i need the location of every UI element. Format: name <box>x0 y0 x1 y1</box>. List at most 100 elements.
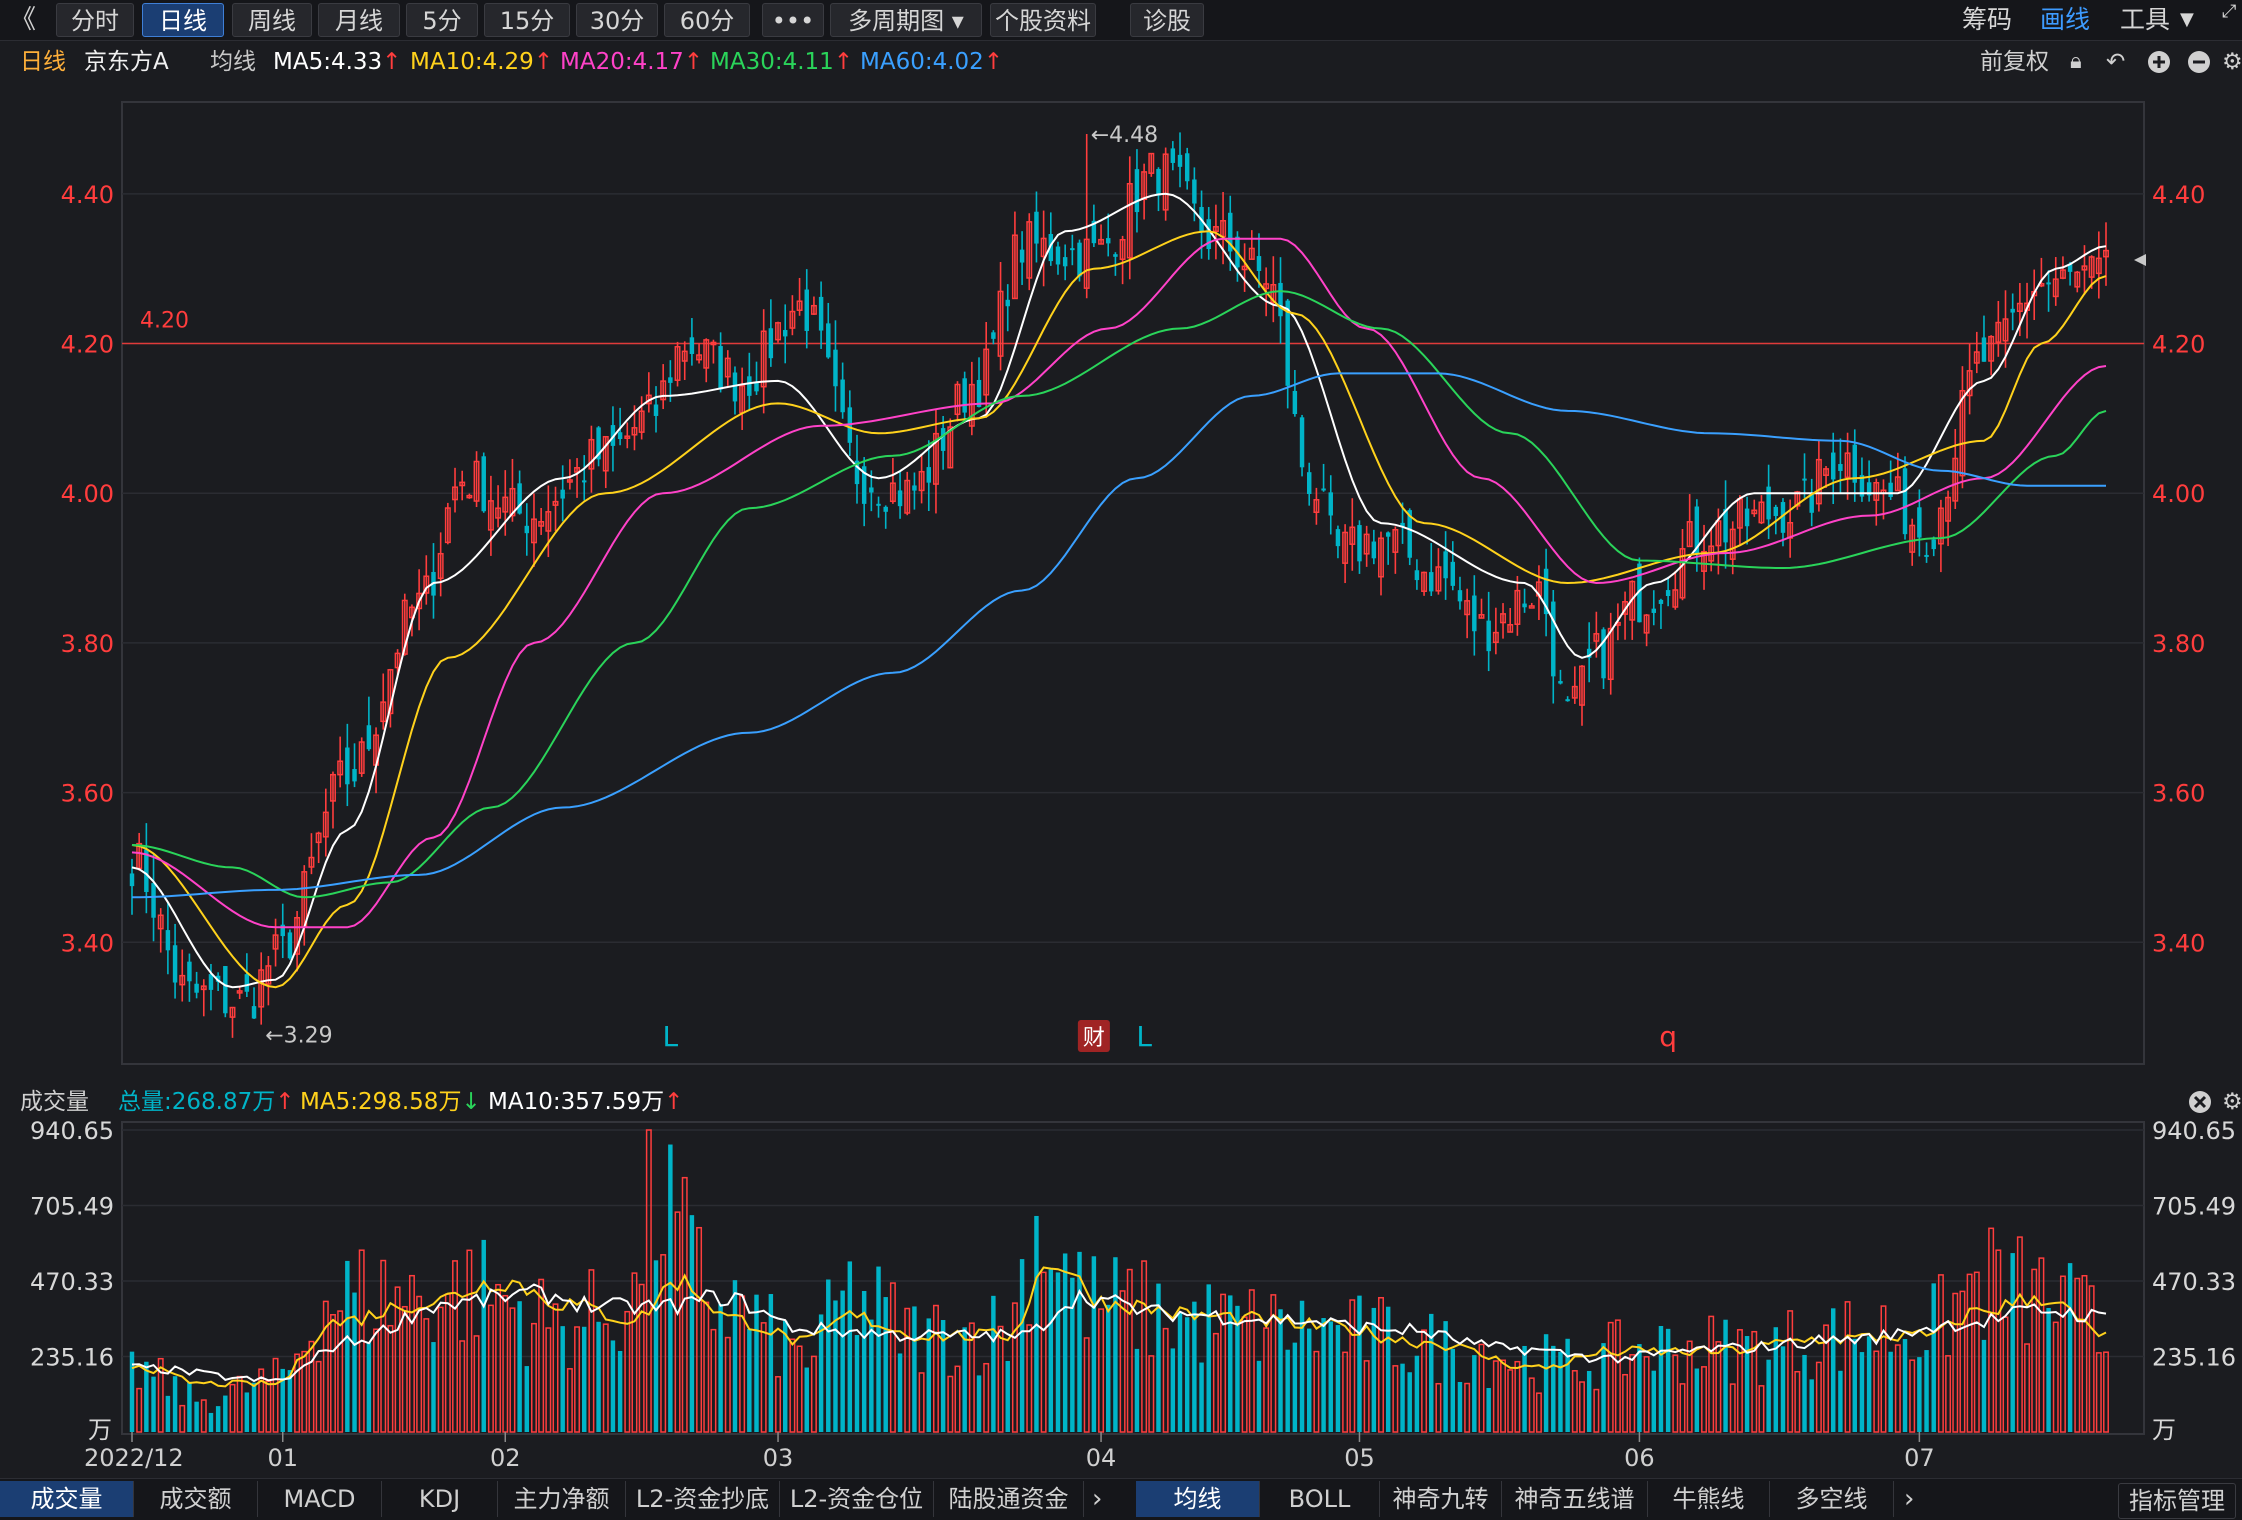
volume-bar <box>1852 1338 1857 1432</box>
candle-body <box>517 483 522 514</box>
tabs2-scroll-right-icon[interactable]: › <box>1904 1484 1915 1514</box>
indicator-name[interactable]: 均线 <box>210 49 256 75</box>
period-button-10[interactable]: 个股资料 <box>990 3 1096 37</box>
volume-bar <box>1400 1363 1405 1432</box>
candle-body <box>869 487 874 493</box>
volume-bar <box>387 1324 394 1433</box>
candle-body <box>1794 491 1801 507</box>
chip-distribution-button[interactable]: 筹码 <box>1962 5 2013 34</box>
candle-body <box>1917 507 1922 538</box>
indicator-tab-1[interactable]: 成交额 <box>134 1481 258 1517</box>
indicator-tab-6[interactable]: L2-资金仓位 <box>780 1481 934 1517</box>
volume-bar <box>596 1321 601 1432</box>
period-button-0[interactable]: 分时 <box>56 3 134 37</box>
indicator-manager-button[interactable]: 指标管理 <box>2118 1483 2236 1519</box>
overlay-tab-2[interactable]: 神奇九转 <box>1380 1481 1502 1517</box>
volume-bar <box>1966 1273 1973 1433</box>
volume-settings-gear-icon[interactable]: ⚙ <box>2222 1089 2242 1115</box>
volume-bar <box>1270 1294 1277 1433</box>
close-panel-icon[interactable] <box>2188 1082 2212 1122</box>
period-button-8[interactable]: ••• <box>762 3 824 37</box>
overlay-tab-0[interactable]: 均线 <box>1136 1481 1260 1517</box>
undo-icon[interactable]: ↶ <box>2106 49 2126 75</box>
candle-body <box>674 345 681 381</box>
volume-tick-left: 705.49 <box>30 1192 114 1220</box>
lock-icon[interactable]: 🔒︎ <box>2070 49 2082 74</box>
candle-body <box>1565 699 1570 702</box>
candle-body <box>1478 614 1485 619</box>
period-button-5[interactable]: 15分 <box>484 3 570 37</box>
overlay-tab-3[interactable]: 神奇五线谱 <box>1502 1481 1648 1517</box>
indicator-tab-7[interactable]: 陆股通资金 <box>934 1481 1084 1517</box>
candle-body <box>1192 179 1197 204</box>
tools-button[interactable]: 工具 <box>2120 5 2171 34</box>
candle-body <box>208 974 214 990</box>
fullscreen-icon[interactable]: ⤢ <box>2222 1 2237 22</box>
candle-body <box>287 932 293 959</box>
volume-bar <box>1256 1360 1262 1432</box>
period-button-6[interactable]: 30分 <box>576 3 658 37</box>
volume-bar <box>2088 1285 2095 1433</box>
adjust-mode-button[interactable]: 前复权 <box>1980 49 2049 75</box>
volume-bar <box>796 1345 803 1433</box>
volume-bar <box>1773 1327 1779 1432</box>
volume-bar <box>833 1300 838 1432</box>
overlay-tab-5[interactable]: 多空线 <box>1770 1481 1894 1517</box>
period-button-7[interactable]: 60分 <box>664 3 750 37</box>
candle-body <box>861 466 867 504</box>
zoom-out-icon[interactable] <box>2186 42 2212 82</box>
overlay-tab-1[interactable]: BOLL <box>1260 1481 1380 1517</box>
candle-body <box>1622 601 1629 615</box>
candle-body <box>2103 249 2109 258</box>
indicator-tab-5[interactable]: L2-资金抄底 <box>626 1481 780 1517</box>
candle-body <box>1285 300 1290 386</box>
volume-bar <box>538 1278 545 1433</box>
period-button-11[interactable]: 诊股 <box>1130 3 1204 37</box>
indicator-tab-2[interactable]: MACD <box>258 1481 382 1517</box>
period-button-1[interactable]: 日线 <box>142 3 224 37</box>
volume-tick-right: 940.65 <box>2152 1117 2236 1145</box>
volume-label[interactable]: 成交量 <box>20 1089 89 1115</box>
settings-gear-icon[interactable]: ⚙ <box>2222 49 2242 75</box>
ma20-value: MA20:4.17↑ <box>560 49 704 75</box>
candle-body <box>997 290 1004 357</box>
volume-bar <box>810 1355 817 1433</box>
indicator-tab-4[interactable]: 主力净额 <box>498 1481 626 1517</box>
indicator-tab-0[interactable]: 成交量 <box>0 1481 134 1517</box>
candle-body <box>732 372 738 402</box>
stock-name[interactable]: 京东方A <box>84 49 169 75</box>
candle-body <box>1170 148 1176 163</box>
candle-body <box>1586 648 1592 658</box>
tabs-scroll-right-icon[interactable]: › <box>1092 1484 1103 1514</box>
draw-line-button[interactable]: 画线 <box>2040 5 2091 34</box>
candle-body <box>2074 271 2081 288</box>
candle-body <box>810 304 817 315</box>
volume-bar <box>1177 1312 1183 1432</box>
overlay-tab-4[interactable]: 牛熊线 <box>1648 1481 1770 1517</box>
volume-ma5-line <box>131 1266 2107 1388</box>
back-icon[interactable]: 《 <box>10 5 37 35</box>
period-button-9[interactable]: 多周期图 ▾ <box>830 3 982 37</box>
finance-event-icon <box>1077 1020 1110 1052</box>
period-button-3[interactable]: 月线 <box>318 3 400 37</box>
candle-body <box>1184 153 1190 182</box>
date-label: 04 <box>1086 1444 1117 1472</box>
candle-body <box>1773 506 1779 517</box>
candle-body <box>1823 468 1830 476</box>
volume-bar <box>1005 1360 1010 1432</box>
volume-bar <box>258 1368 265 1433</box>
volume-bar <box>1342 1351 1349 1433</box>
period-button-4[interactable]: 5分 <box>406 3 478 37</box>
volume-bar <box>1098 1308 1105 1433</box>
volume-bar <box>1126 1268 1133 1433</box>
volume-bar <box>991 1295 996 1432</box>
tools-chevron-down-icon[interactable]: ▼ <box>2180 9 2194 30</box>
period-button-2[interactable]: 周线 <box>232 3 312 37</box>
candle-body <box>1400 522 1405 527</box>
zoom-in-icon[interactable] <box>2146 42 2172 82</box>
volume-bar <box>1070 1277 1075 1432</box>
ma5-line <box>131 192 2107 989</box>
candle-body <box>1040 237 1047 258</box>
indicator-tab-3[interactable]: KDJ <box>382 1481 498 1517</box>
